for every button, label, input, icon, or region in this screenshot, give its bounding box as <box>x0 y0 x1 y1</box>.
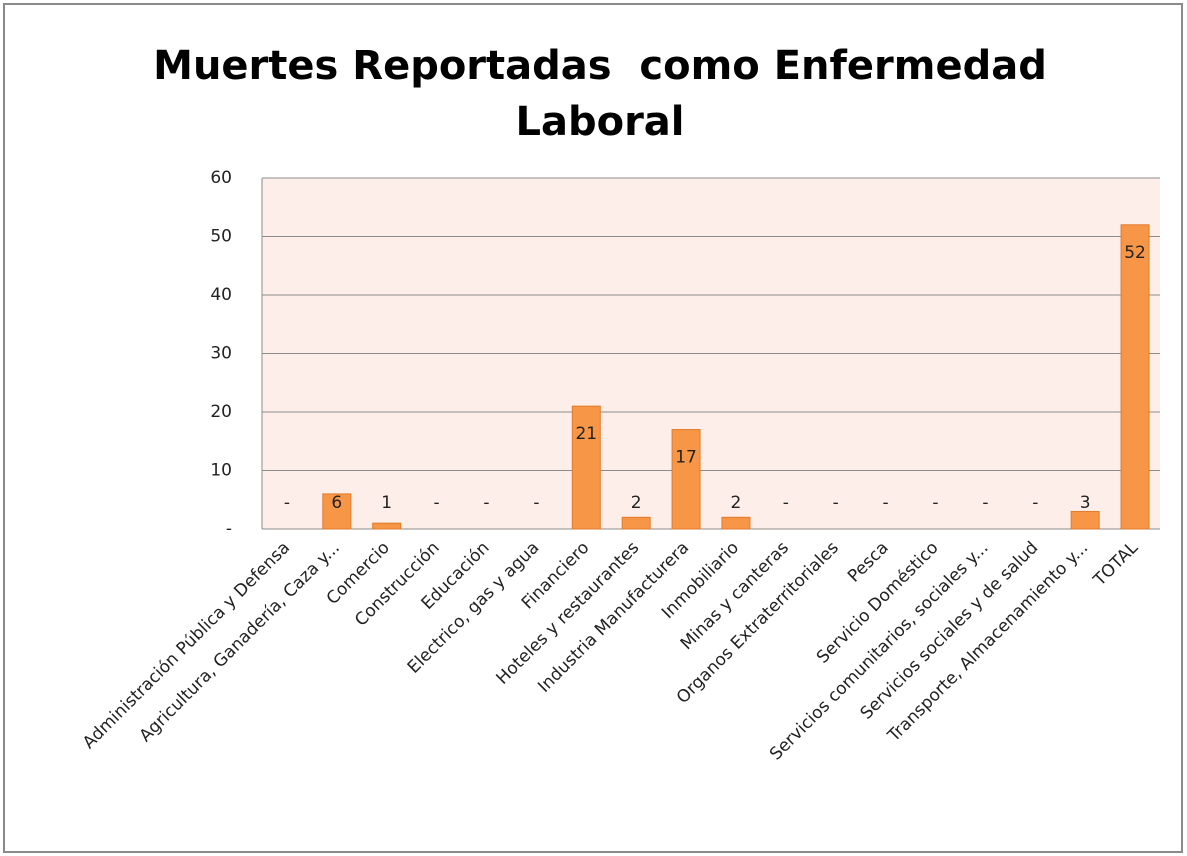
y-tick-label: 20 <box>210 402 232 422</box>
data-label: - <box>434 493 440 513</box>
data-label: 2 <box>731 493 742 513</box>
data-label: 3 <box>1080 493 1091 513</box>
data-label: - <box>284 493 290 513</box>
y-tick-label: 50 <box>210 227 232 247</box>
y-tick-label: 40 <box>210 285 232 305</box>
data-label: 6 <box>331 493 342 513</box>
data-label: 52 <box>1124 243 1146 263</box>
y-tick-label: 30 <box>210 344 232 364</box>
data-label: - <box>982 493 988 513</box>
chart-title: Muertes Reportadas como Enfermedad Labor… <box>153 43 1047 145</box>
bar <box>372 522 402 530</box>
y-tick-label: - <box>226 519 232 539</box>
data-label: 1 <box>381 493 392 513</box>
data-label: 2 <box>631 493 642 513</box>
bar <box>671 429 701 530</box>
data-label: 21 <box>575 424 597 444</box>
data-label: - <box>483 493 489 513</box>
bar <box>621 516 651 530</box>
bar <box>322 493 352 530</box>
bar <box>1120 224 1150 530</box>
y-tick-label: 60 <box>210 168 232 188</box>
bar <box>571 405 601 530</box>
bar <box>1070 510 1100 530</box>
data-label: - <box>833 493 839 513</box>
data-label: - <box>783 493 789 513</box>
bar <box>721 516 751 530</box>
data-label: - <box>883 493 889 513</box>
data-label: - <box>1032 493 1038 513</box>
data-label: 17 <box>675 448 697 468</box>
data-label: - <box>533 493 539 513</box>
data-label: - <box>932 493 938 513</box>
y-tick-label: 10 <box>210 461 232 481</box>
